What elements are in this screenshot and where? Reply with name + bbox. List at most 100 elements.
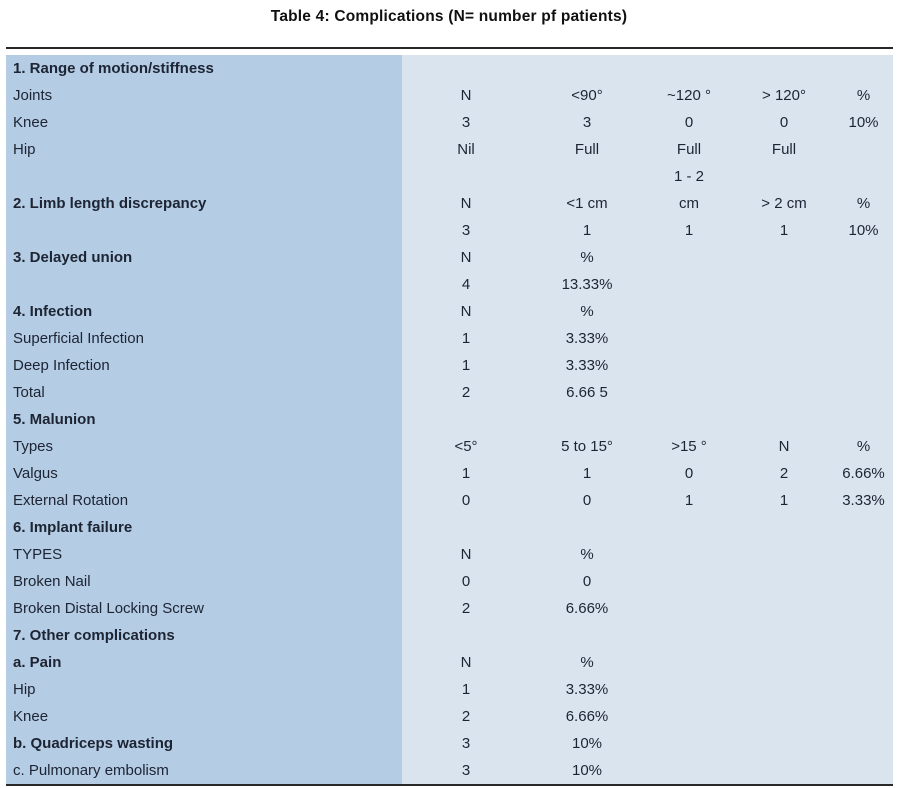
row-cell [402, 622, 530, 649]
row-cell: 1 [402, 325, 530, 352]
row-cell: 3 [402, 217, 530, 244]
row-cell: Full [530, 136, 644, 163]
row-cell: <90° [530, 82, 644, 109]
row-cell [834, 244, 893, 271]
row-cell [734, 622, 834, 649]
row-cell [734, 163, 834, 190]
table-row: Hip Nil Full Full Full [6, 136, 893, 163]
row-cell: 3 [402, 757, 530, 784]
row-cell: 10% [530, 730, 644, 757]
row-cell: >15 ° [644, 433, 734, 460]
row-label: Broken Nail [6, 568, 402, 595]
row-label: 5. Malunion [6, 406, 402, 433]
row-cell: % [530, 649, 644, 676]
table-row: Knee 2 6.66% [6, 703, 893, 730]
row-cell [530, 514, 644, 541]
row-cell: 2 [734, 460, 834, 487]
row-label: Superficial Infection [6, 325, 402, 352]
row-cell [834, 298, 893, 325]
row-cell [834, 271, 893, 298]
table-row: External Rotation 0 0 1 1 3.33% [6, 487, 893, 514]
table-title: Table 4: Complications (N= number pf pat… [270, 8, 628, 25]
row-cell: 2 [402, 379, 530, 406]
row-label: 7. Other complications [6, 622, 402, 649]
row-cell [644, 514, 734, 541]
row-cell [834, 757, 893, 784]
table-row: Hip 1 3.33% [6, 676, 893, 703]
row-cell [734, 244, 834, 271]
row-cell [644, 622, 734, 649]
row-cell: 3.33% [530, 325, 644, 352]
row-cell: 6.66% [530, 595, 644, 622]
table-row: 6. Implant failure [6, 514, 893, 541]
row-cell: 3.33% [834, 487, 893, 514]
row-cell: 10% [530, 757, 644, 784]
complications-table: 1. Range of motion/stiffness Joints N <90° ~… [6, 47, 893, 786]
row-cell: % [834, 82, 893, 109]
row-cell: 1 [530, 460, 644, 487]
row-label: Joints [6, 82, 402, 109]
row-cell: 0 [734, 109, 834, 136]
row-cell [644, 757, 734, 784]
row-label: Deep Infection [6, 352, 402, 379]
row-cell [644, 595, 734, 622]
row-cell [644, 298, 734, 325]
row-cell [834, 325, 893, 352]
row-cell: N [402, 82, 530, 109]
row-cell: N [734, 433, 834, 460]
table-row: a. Pain N% [6, 649, 893, 676]
row-cell [644, 55, 734, 82]
row-cell [644, 649, 734, 676]
table-row: 1 - 2 [6, 163, 893, 190]
row-cell [834, 649, 893, 676]
table-row: 3 1 1 1 10% [6, 217, 893, 244]
row-cell: 0 [530, 568, 644, 595]
row-cell [644, 676, 734, 703]
row-cell [530, 163, 644, 190]
row-cell [644, 568, 734, 595]
row-cell: 0 [402, 568, 530, 595]
row-label: Valgus [6, 460, 402, 487]
row-cell: > 2 cm [734, 190, 834, 217]
table-row: Types <5° 5 to 15° >15 ° N% [6, 433, 893, 460]
row-cell [734, 649, 834, 676]
row-cell [834, 55, 893, 82]
row-cell [644, 325, 734, 352]
row-label: Hip [6, 676, 402, 703]
row-cell [530, 406, 644, 433]
row-cell [644, 406, 734, 433]
row-cell [402, 55, 530, 82]
row-cell [834, 163, 893, 190]
row-cell: 4 [402, 271, 530, 298]
row-cell: Full [644, 136, 734, 163]
row-cell [530, 55, 644, 82]
row-label: a. Pain [6, 649, 402, 676]
row-cell: 1 [402, 676, 530, 703]
row-label: Hip [6, 136, 402, 163]
row-cell [644, 379, 734, 406]
row-cell [734, 568, 834, 595]
row-cell: 1 [644, 217, 734, 244]
row-cell [734, 514, 834, 541]
table-row: 1. Range of motion/stiffness [6, 55, 893, 82]
table-top-rule [6, 47, 893, 49]
row-label: 1. Range of motion/stiffness [6, 55, 402, 82]
row-label: c. Pulmonary embolism [6, 757, 402, 784]
row-label [6, 163, 402, 190]
row-cell [402, 406, 530, 433]
row-cell: 3 [402, 109, 530, 136]
row-cell: 0 [644, 460, 734, 487]
row-label: Total [6, 379, 402, 406]
table-row: Knee 3 3 0 0 10% [6, 109, 893, 136]
row-cell [734, 298, 834, 325]
row-cell: 1 [530, 217, 644, 244]
row-cell: <1 cm [530, 190, 644, 217]
row-cell [734, 703, 834, 730]
row-cell: 1 [734, 487, 834, 514]
row-cell: % [834, 190, 893, 217]
row-cell [734, 406, 834, 433]
table-row: b. Quadriceps wasting 3 10% [6, 730, 893, 757]
row-cell [834, 676, 893, 703]
row-label: 4. Infection [6, 298, 402, 325]
table-bottom-rule [6, 784, 893, 786]
